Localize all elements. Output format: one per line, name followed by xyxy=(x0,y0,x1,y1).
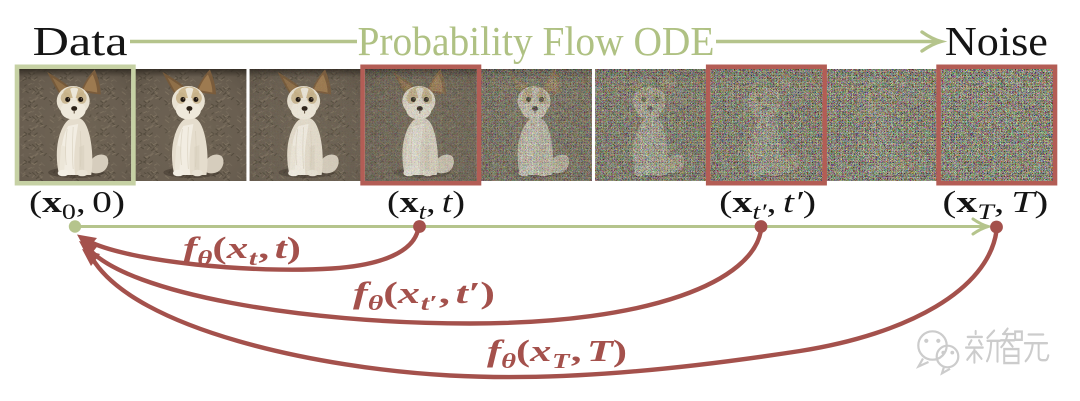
svg-text:Probability Flow ODE: Probability Flow ODE xyxy=(358,18,715,64)
svg-text:Noise: Noise xyxy=(945,18,1048,64)
svg-text:(xT,T): (x T, T) xyxy=(942,184,1048,224)
svg-text:(x0,0): (x 0, 0) xyxy=(29,184,125,224)
svg-text:fθ(xt,t): f θ(x t, t) xyxy=(183,230,301,270)
svg-text:(xt′,t′): (x t′, t′) xyxy=(719,184,816,224)
svg-text:Data: Data xyxy=(33,18,128,64)
svg-text:(xt,t): (x t, t) xyxy=(387,184,465,224)
